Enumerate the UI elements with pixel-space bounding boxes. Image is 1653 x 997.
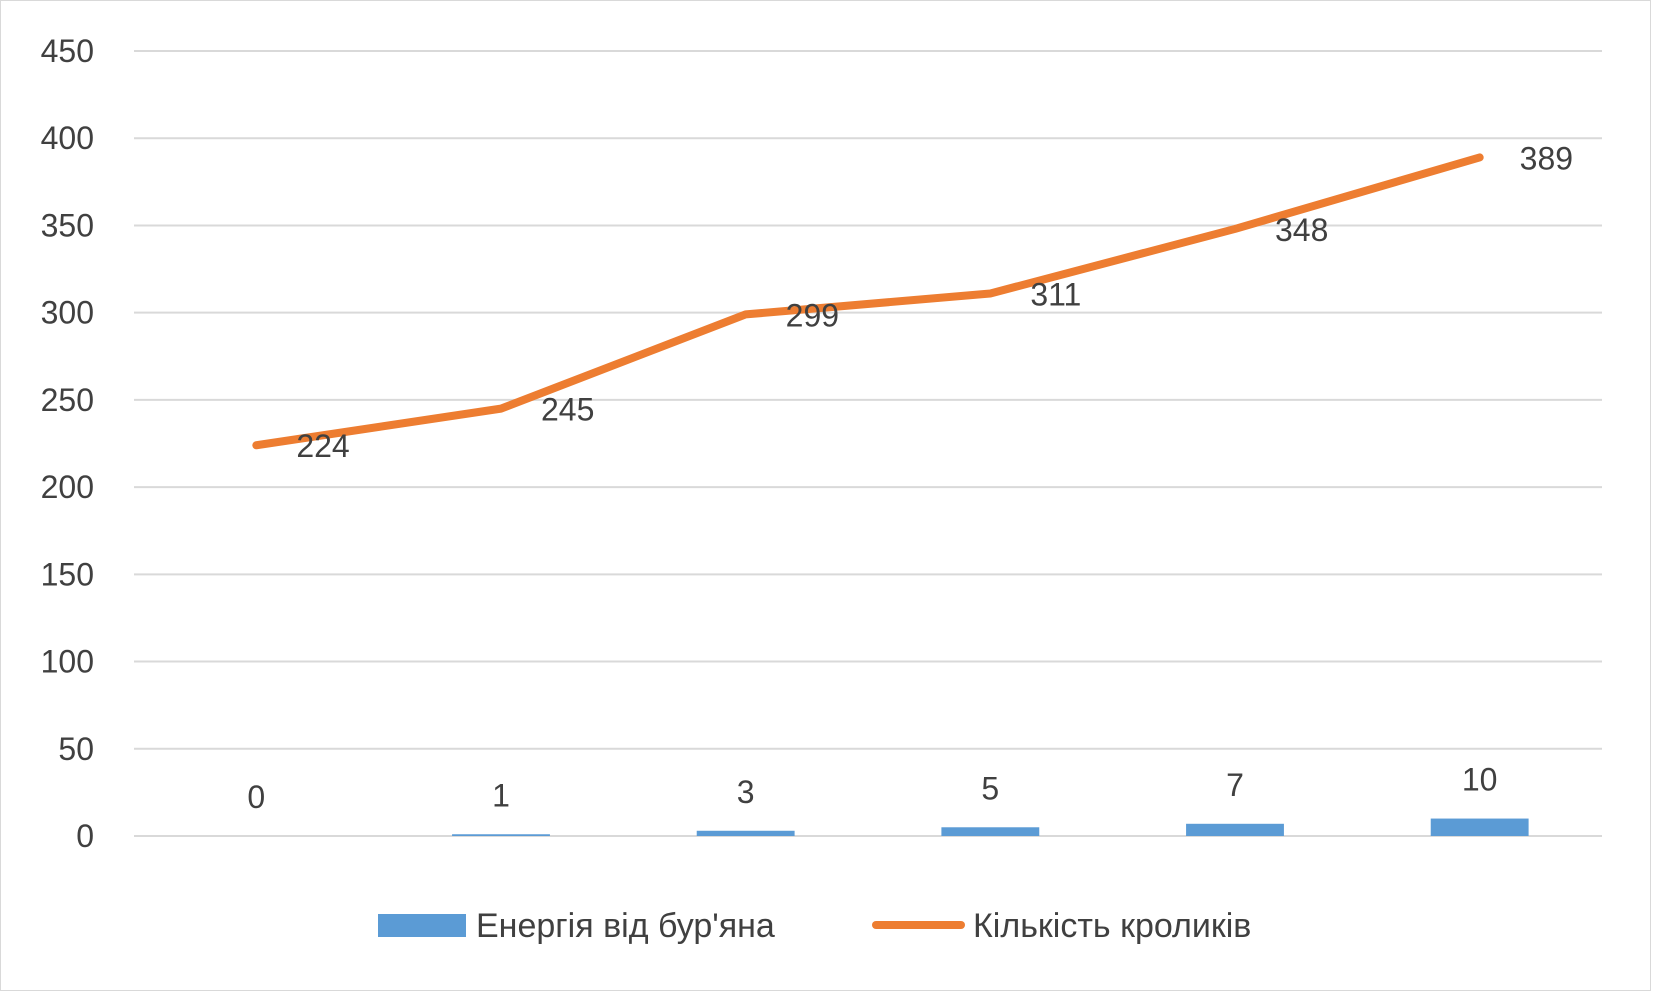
legend-label-bar: Енергія від бур'яна — [476, 907, 775, 945]
bar-data-label: 3 — [737, 774, 755, 810]
y-tick-label: 100 — [41, 644, 94, 680]
line-data-label: 224 — [296, 428, 349, 464]
bar-data-label: 0 — [247, 779, 265, 815]
y-tick-label: 50 — [58, 731, 94, 767]
y-tick-label: 450 — [41, 33, 94, 69]
bar — [1186, 823, 1284, 836]
line-data-label: 311 — [1030, 276, 1081, 312]
y-tick-label: 400 — [41, 120, 94, 156]
bar — [941, 827, 1040, 836]
line-point — [500, 408, 502, 410]
y-tick-label: 0 — [76, 818, 94, 854]
legend-label-line: Кількість кроликів — [973, 907, 1251, 945]
line-point — [745, 313, 747, 315]
y-tick-label: 200 — [41, 469, 94, 505]
bar-data-label: 5 — [981, 770, 999, 806]
bar — [1430, 818, 1529, 836]
legend-swatch-bar — [378, 914, 466, 937]
line-point — [1234, 228, 1236, 230]
bar-data-label: 1 — [492, 777, 510, 813]
line-data-label: 245 — [541, 392, 594, 428]
y-tick-label: 250 — [41, 382, 94, 418]
legend: Енергія від бур'яна Кількість кроликів — [378, 907, 1251, 945]
y-tick-label: 350 — [41, 207, 94, 243]
gridlines — [134, 50, 1602, 837]
line-point — [989, 292, 991, 294]
bar-data-labels: 0 1 3 5 7 10 — [247, 762, 1497, 815]
bar-series — [452, 818, 1529, 836]
line-data-labels: 224 245 299 311 348 389 — [296, 140, 1573, 464]
y-tick-label: 150 — [41, 556, 94, 592]
line-path — [252, 153, 1484, 450]
bar — [696, 830, 795, 836]
line-point — [1479, 156, 1481, 158]
y-tick-label: 300 — [41, 295, 94, 331]
y-axis-labels: 0 50 100 150 200 250 300 350 400 450 — [41, 33, 94, 854]
line-data-label: 299 — [786, 297, 839, 333]
line-point — [255, 444, 257, 446]
bar-data-label: 7 — [1226, 767, 1244, 803]
bar — [452, 834, 550, 836]
line-data-label: 389 — [1520, 140, 1573, 176]
line-data-label: 348 — [1275, 212, 1328, 248]
bar-data-label: 10 — [1462, 762, 1498, 798]
line-series — [252, 153, 1484, 450]
